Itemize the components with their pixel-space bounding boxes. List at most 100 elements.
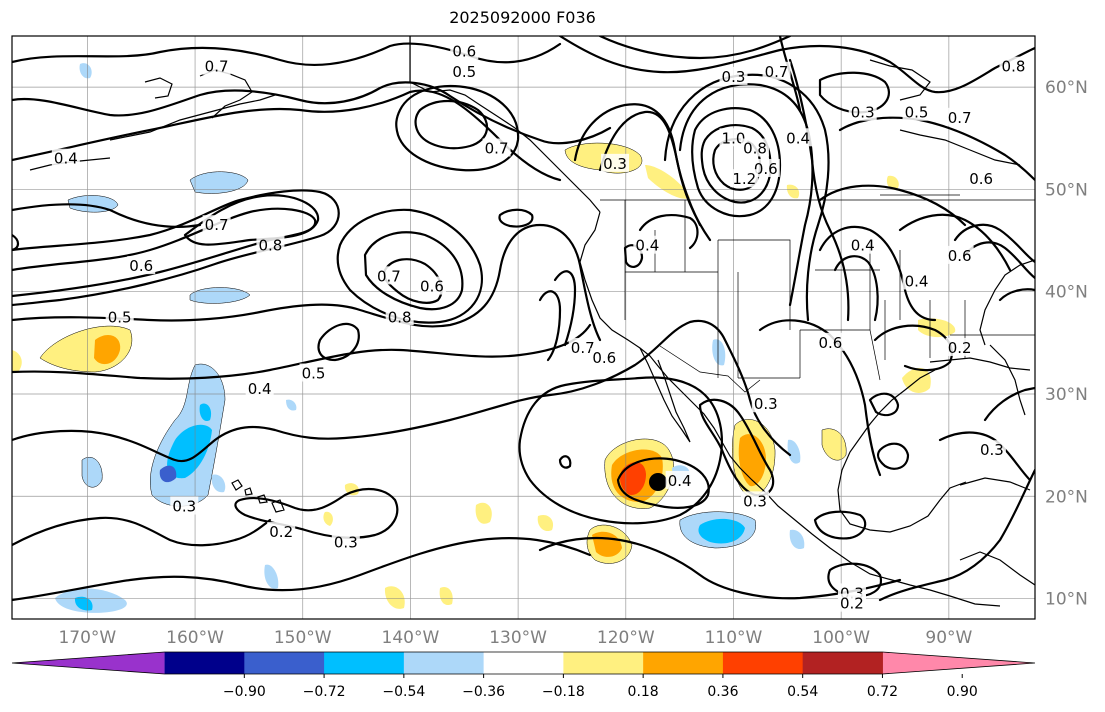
latitude-tick-label: 10°N xyxy=(1045,590,1088,610)
longitude-tick-label: 90°W xyxy=(925,628,972,648)
contour-label-background xyxy=(202,56,231,75)
colorbar-tick-label: 0.72 xyxy=(867,684,898,700)
latitude-tick-label: 20°N xyxy=(1045,487,1088,507)
contour-label-background xyxy=(967,169,996,188)
contour-label-background xyxy=(245,378,274,397)
longitude-tick-label: 130°W xyxy=(489,628,547,648)
colorbar-labels: −0.90 −0.72 −0.54 −0.36 −0.18 0.18 0.36 0.54 0.7… xyxy=(223,674,978,700)
contour-label-background xyxy=(902,102,931,121)
longitude-tick-label: 140°W xyxy=(382,628,440,648)
colorbar-tick-label: 0.18 xyxy=(628,684,659,700)
contour-label-background xyxy=(267,522,296,541)
contour-label: 0.3 xyxy=(334,533,358,551)
florida-coast xyxy=(989,344,1026,416)
contour-label-background xyxy=(719,128,748,147)
contour-label: 0.4 xyxy=(668,472,692,490)
colorbar-outline xyxy=(11,651,1036,675)
contour-label-background xyxy=(945,337,974,356)
contour-label-background xyxy=(902,271,931,290)
contour-label: 0.3 xyxy=(980,441,1004,459)
contour-label: 0.8 xyxy=(1002,58,1026,76)
contour-label-background xyxy=(170,496,199,515)
contour-labels: 0.60.7 0.5 0.3 0.7 0.80.3 0.5 0.70.40.70.31.00… xyxy=(51,41,1028,613)
latitude-tick-label: 60°N xyxy=(1045,78,1088,98)
cuba xyxy=(959,477,1031,491)
contour-label-background xyxy=(51,148,80,167)
contour-label-background xyxy=(374,266,403,285)
colorbar-tick-label: −0.72 xyxy=(303,684,346,700)
storm-center-marker xyxy=(649,473,667,491)
contour-label: 0.5 xyxy=(452,63,476,81)
contour-label: 0.6 xyxy=(754,160,778,178)
contour-label-background xyxy=(590,348,619,367)
contour-label: 0.2 xyxy=(948,339,972,357)
gulf-coast xyxy=(929,357,1031,371)
contour-label-background xyxy=(331,532,360,551)
baja-coast xyxy=(639,347,691,443)
colorbar-extend-min xyxy=(12,652,165,674)
colorbar-tick-label: −0.90 xyxy=(223,684,266,700)
longitude-tick-label: 170°W xyxy=(58,628,116,648)
contour-label-background xyxy=(816,332,845,351)
colorbar xyxy=(11,651,1036,675)
contour-label: 0.8 xyxy=(743,140,767,158)
contour-label-background xyxy=(482,138,511,157)
east-coast xyxy=(979,259,1035,346)
contour-label: 0.6 xyxy=(948,247,972,265)
latitude-labels: 10°N 20°N 30°N 40°N 50°N 60°N xyxy=(1045,78,1088,609)
contour-label-background xyxy=(633,235,662,254)
contour-label-background xyxy=(299,363,328,382)
contour-label: 0.4 xyxy=(635,237,659,255)
contour-label: 0.7 xyxy=(571,339,595,357)
colorbar-segment xyxy=(483,652,564,674)
contour-lines xyxy=(12,36,1035,602)
contour-label: 0.7 xyxy=(377,267,401,285)
contour-label: 0.4 xyxy=(786,129,810,147)
latitude-tick-label: 30°N xyxy=(1045,385,1088,405)
contour-label: 0.2 xyxy=(840,595,864,613)
contour-label: 0.4 xyxy=(248,380,272,398)
positive-anomaly-patches xyxy=(12,142,956,609)
contour-label: 0.6 xyxy=(129,257,153,275)
colorbar-tick-label: −0.18 xyxy=(542,684,585,700)
contour-label: 0.5 xyxy=(905,104,929,122)
contour-label: 0.6 xyxy=(420,278,444,296)
latitude-tick-label: 40°N xyxy=(1045,283,1088,303)
contour-label: 0.2 xyxy=(269,523,293,541)
contour-label-background xyxy=(127,256,156,275)
contour-label-background xyxy=(450,61,479,80)
contour-label: 0.7 xyxy=(205,216,229,234)
contour-label-background xyxy=(385,307,414,326)
map-title: 2025092000 F036 xyxy=(449,8,596,27)
longitude-tick-label: 150°W xyxy=(274,628,332,648)
longitude-labels: 170°W 160°W 150°W 140°W 130°W 120°W 110°W 100°W… xyxy=(58,628,972,648)
colorbar-segment xyxy=(563,652,644,674)
colorbar-segment xyxy=(324,652,405,674)
contour-label: 0.6 xyxy=(452,42,476,60)
contour-label-background xyxy=(751,394,780,413)
contour-label-background xyxy=(417,276,446,295)
contour-label-background xyxy=(977,440,1006,459)
contour-label-background xyxy=(202,215,231,234)
political-borders xyxy=(409,36,1035,393)
colorbar-tick-label: −0.54 xyxy=(382,684,425,700)
contour-label: 1.2 xyxy=(732,170,756,188)
contour-label: 0.8 xyxy=(259,237,283,255)
colorbar-segment xyxy=(244,652,325,674)
longitude-tick-label: 160°W xyxy=(166,628,224,648)
contour-label: 0.5 xyxy=(302,365,326,383)
contour-label: 0.3 xyxy=(743,492,767,510)
contour-label: 0.6 xyxy=(592,349,616,367)
hawaii-islands xyxy=(231,479,285,513)
contour-label-background xyxy=(762,61,791,80)
contour-label-background xyxy=(751,158,780,177)
contour-label: 0.6 xyxy=(818,334,842,352)
contour-label-background xyxy=(999,56,1028,75)
contour-label: 0.5 xyxy=(108,308,132,326)
contour-label: 0.7 xyxy=(485,140,509,158)
colorbar-segment xyxy=(802,652,883,674)
colorbar-tick-label: −0.36 xyxy=(462,684,505,700)
contour-label-background xyxy=(450,41,479,60)
mexico-gulf-coast xyxy=(837,369,967,533)
